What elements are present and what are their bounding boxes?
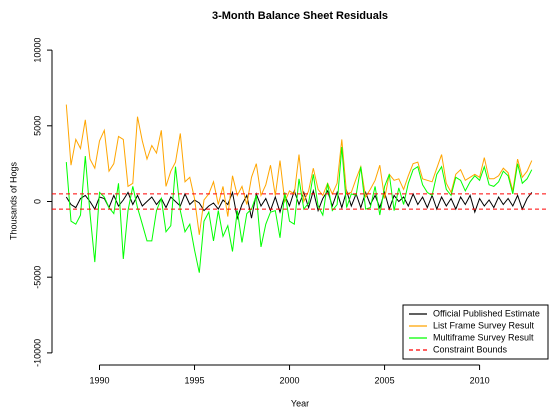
x-tick-label: 2000 [280, 375, 300, 385]
x-tick-label: 1995 [185, 375, 205, 385]
legend-label: Official Published Estimate [433, 308, 540, 318]
series-line [65, 104, 533, 235]
y-tick-label: -10000 [32, 339, 42, 367]
legend-box [402, 304, 549, 360]
series-line [65, 146, 533, 273]
y-tick-label: 5000 [32, 116, 42, 136]
x-tick-label: 2005 [375, 375, 395, 385]
series-line [65, 188, 533, 221]
legend-label: List Frame Survey Result [433, 320, 535, 330]
legend-label: Constraint Bounds [433, 344, 508, 354]
chart-title: 3-Month Balance Sheet Residuals [212, 10, 388, 22]
y-tick-label: 10000 [32, 38, 42, 63]
x-tick-label: 2010 [470, 375, 490, 385]
legend-label: Multiframe Survey Result [433, 332, 534, 342]
y-axis-label: Thousands of Hogs [8, 161, 18, 240]
x-tick-label: 1990 [89, 375, 109, 385]
x-axis-label: Year [291, 398, 309, 408]
y-tick-label: -5000 [32, 266, 42, 289]
y-tick-label: 0 [32, 199, 42, 204]
